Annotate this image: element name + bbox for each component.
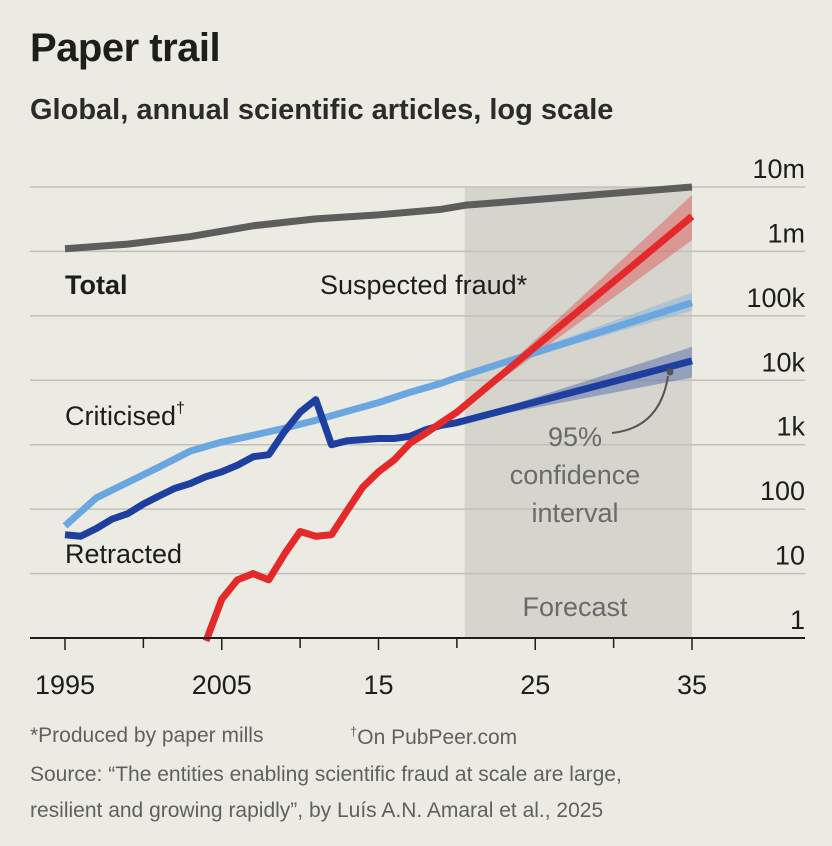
footnote-fraud: *Produced by paper mills xyxy=(30,724,264,747)
ci-annotation-line: confidence xyxy=(510,460,641,490)
source-line-2: resilient and growing rapidly”, by Luís … xyxy=(30,799,604,822)
footnote-dagger: † xyxy=(350,724,358,739)
y-tick-label: 1 xyxy=(790,605,805,635)
chart-subtitle: Global, annual scientific articles, log … xyxy=(30,94,614,126)
series-label-suspected-fraud: Suspected fraud* xyxy=(320,270,528,300)
y-tick-label: 1m xyxy=(767,218,805,248)
y-tick-label: 100 xyxy=(760,476,805,506)
y-tick-label: 10m xyxy=(752,154,805,184)
y-tick-label: 10 xyxy=(775,541,805,571)
x-tick-label: 1995 xyxy=(35,670,95,700)
source-line-1: Source: “The entities enabling scientifi… xyxy=(30,763,622,786)
ci-leader-dot xyxy=(666,368,674,376)
series-label-total: Total xyxy=(65,270,128,300)
ci-leader-line xyxy=(611,375,669,434)
ci-annotation-line: 95% xyxy=(548,422,602,452)
y-tick-label: 100k xyxy=(746,283,805,313)
ci-band-retracted xyxy=(456,346,692,423)
ci-annotation-line: interval xyxy=(531,498,618,528)
x-tick-label: 2005 xyxy=(192,670,252,700)
footnote-criticised-text: On PubPeer.com xyxy=(357,726,518,749)
criticised-dagger: † xyxy=(176,400,185,417)
series-label-criticised: Criticised† xyxy=(65,400,185,431)
footnote-criticised: †On PubPeer.com xyxy=(350,724,517,750)
chart-plot: 1 10 100 1k 10k 100k 1m 10m 1995 2005 15 25 35 Total S… xyxy=(30,154,805,700)
x-tick-label: 35 xyxy=(677,670,707,700)
series-line-total xyxy=(64,183,693,253)
series-line-suspected-fraud xyxy=(202,213,695,643)
x-tick-label: 25 xyxy=(520,670,550,700)
x-tick-label: 15 xyxy=(363,670,393,700)
chart-title: Paper trail xyxy=(30,26,221,70)
forecast-label: Forecast xyxy=(522,592,628,622)
y-tick-label: 1k xyxy=(776,412,805,442)
y-tick-label: 10k xyxy=(761,347,805,377)
series-label-retracted: Retracted xyxy=(65,539,182,569)
series-line-retracted xyxy=(64,357,693,540)
